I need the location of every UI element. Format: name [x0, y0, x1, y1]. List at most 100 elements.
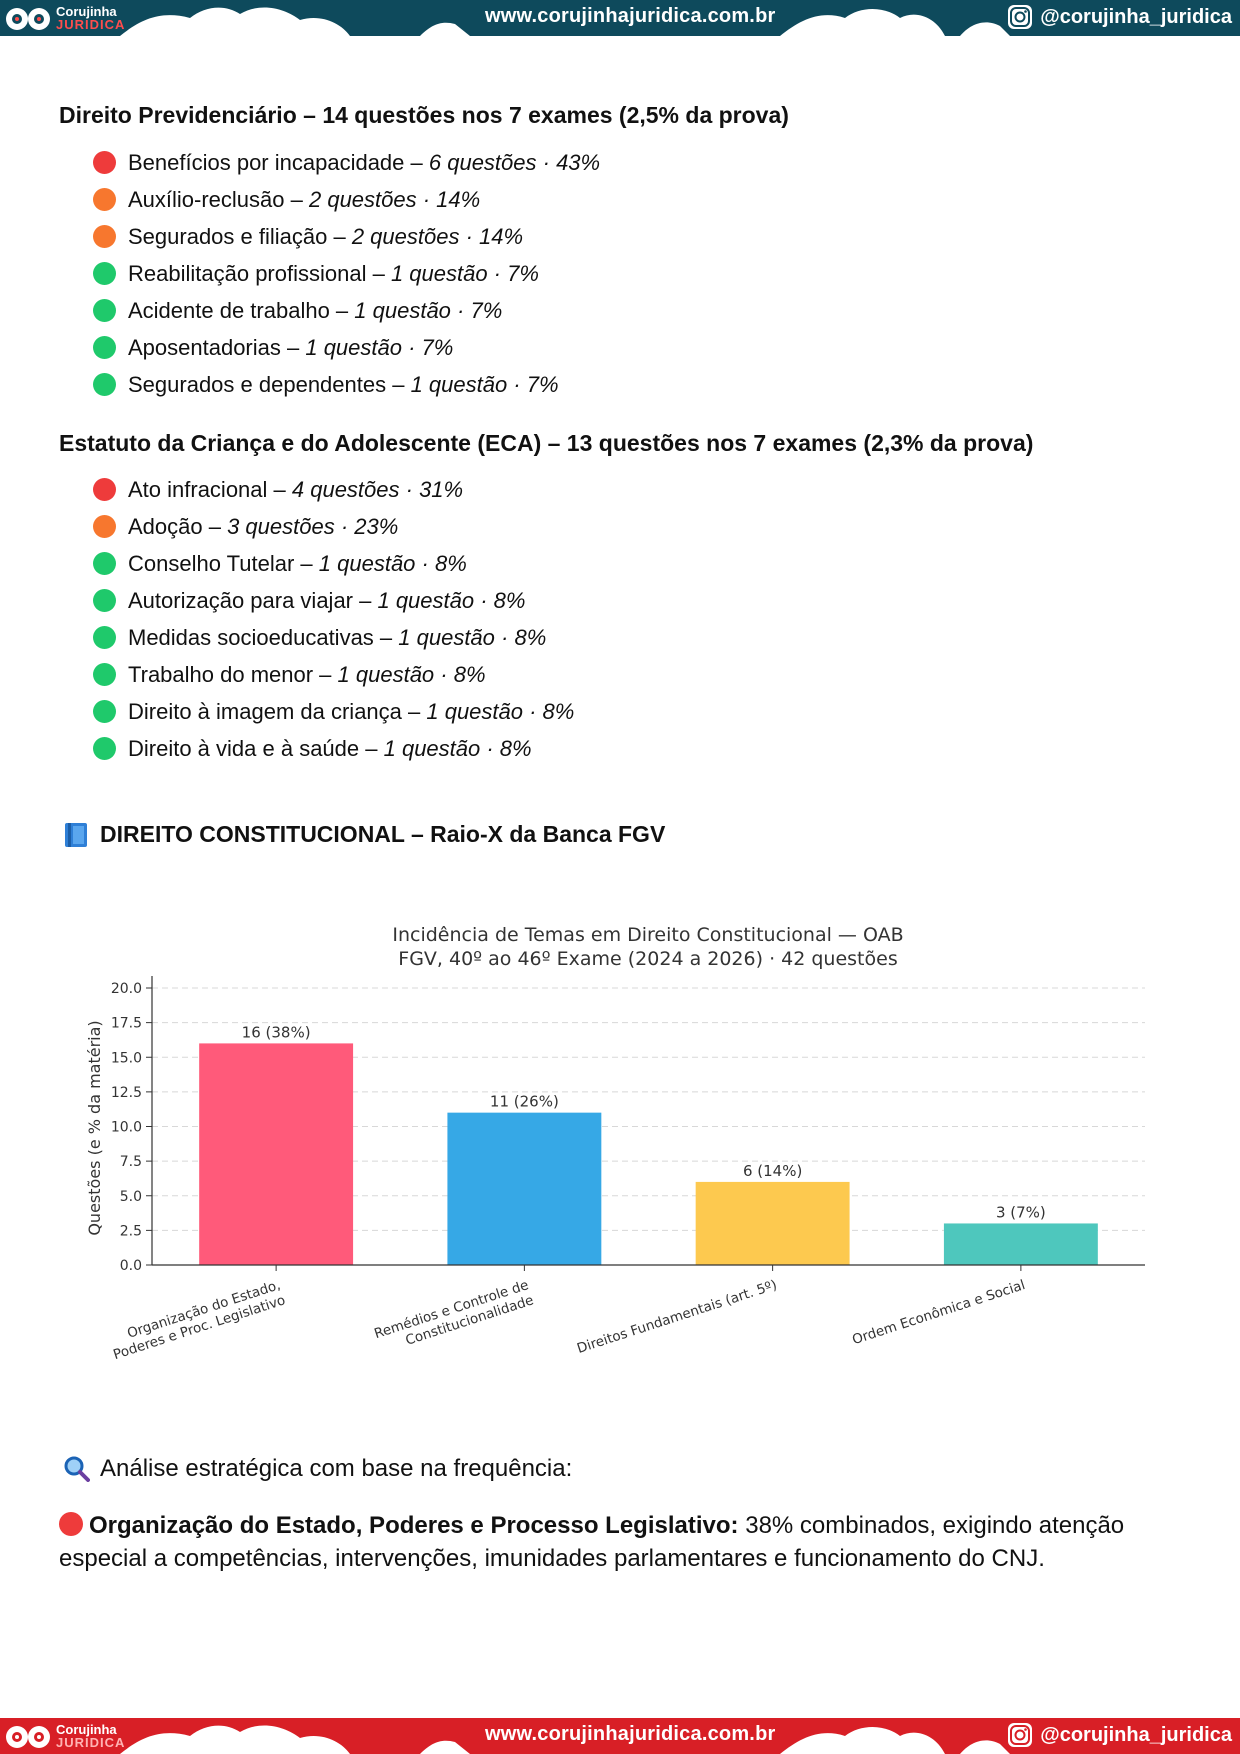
- red-priority-dot-icon: [93, 478, 116, 501]
- bar-data-label: 16 (38%): [242, 1023, 311, 1041]
- topic-name: Ato infracional –: [128, 476, 292, 502]
- y-tick-label: 0.0: [120, 1258, 142, 1274]
- topic-name: Direito à imagem da criança –: [128, 698, 427, 724]
- chart-subtitle: FGV, 40º ao 46º Exame (2024 a 2026) · 42…: [398, 948, 897, 970]
- topic-count: 1 questão · 8%: [337, 661, 486, 687]
- topic-count: 1 questão · 7%: [354, 297, 503, 323]
- analysis-text: 38% combinados, exigindo atenção especia…: [59, 1512, 1125, 1572]
- topic-count: 6 questões · 43%: [428, 149, 601, 175]
- blue-book-icon: [64, 822, 88, 848]
- topic-count: 1 questão · 8%: [398, 624, 547, 650]
- topic-count: 1 questão · 7%: [305, 334, 454, 360]
- topic-name: Acidente de trabalho –: [128, 297, 355, 323]
- orange-priority-dot-icon: [93, 515, 116, 538]
- topic-name: Autorização para viajar –: [128, 587, 378, 613]
- topic-count: 1 questão · 7%: [390, 260, 539, 286]
- topic-item: Ato infracional – 4 questões · 31%: [93, 471, 574, 508]
- topic-count: 1 questão · 7%: [410, 371, 559, 397]
- footer-instagram-handle: @corujinha_juridica: [1040, 1723, 1232, 1746]
- x-tick-label: Organização do Estado,Poderes e Proc. Le…: [111, 1277, 287, 1363]
- topic-item: Conselho Tutelar – 1 questão · 8%: [93, 545, 574, 582]
- eca-topic-list: Ato infracional – 4 questões · 31% Adoção…: [93, 471, 574, 767]
- bar: [199, 1043, 354, 1265]
- topic-name: Segurados e filiação –: [128, 223, 352, 249]
- brand-name: Corujinha: [56, 4, 117, 19]
- bar: [447, 1112, 602, 1265]
- green-priority-dot-icon: [93, 626, 116, 649]
- topic-name: Benefícios por incapacidade –: [128, 149, 429, 175]
- green-priority-dot-icon: [93, 336, 116, 359]
- footer-band: Corujinha JURIDICA www.corujinhajuridica…: [0, 1718, 1240, 1754]
- x-tick-label-line: Ordem Econômica e Social: [850, 1277, 1027, 1348]
- footer-site-url-link[interactable]: www.corujinhajuridica.com.br: [485, 1723, 776, 1745]
- footer-instagram-link[interactable]: @corujinha_juridica: [1007, 1722, 1232, 1748]
- brand-sub: JURIDICA: [56, 17, 126, 32]
- previdenciario-topic-list: Benefícios por incapacidade – 6 questões…: [93, 144, 600, 403]
- topic-item: Benefícios por incapacidade – 6 questões…: [93, 144, 600, 181]
- chart-ylabel: Questões (e % da matéria): [85, 1020, 104, 1235]
- green-priority-dot-icon: [93, 589, 116, 612]
- site-url-link[interactable]: www.corujinhajuridica.com.br: [485, 5, 776, 27]
- red-circle-icon: [59, 1512, 83, 1536]
- x-tick-label: Remédios e Controle deConstitucionalidad…: [372, 1277, 535, 1349]
- topic-item: Reabilitação profissional – 1 questão · …: [93, 255, 600, 292]
- instagram-handle: @corujinha_juridica: [1040, 5, 1232, 28]
- constitucional-bar-chart: Incidência de Temas em Direito Constituc…: [85, 924, 1145, 1363]
- owl-logo-icon: [4, 1721, 54, 1751]
- orange-priority-dot-icon: [93, 225, 116, 248]
- topic-count: 2 questões · 14%: [351, 223, 524, 249]
- topic-count: 2 questões · 14%: [308, 186, 481, 212]
- instagram-link[interactable]: @corujinha_juridica: [1007, 4, 1232, 30]
- topic-count: 1 questão · 8%: [377, 587, 526, 613]
- topic-item: Acidente de trabalho – 1 questão · 7%: [93, 292, 600, 329]
- topic-item: Auxílio-reclusão – 2 questões · 14%: [93, 181, 600, 218]
- footer-brand-sub: JURIDICA: [56, 1735, 126, 1750]
- bar: [943, 1223, 1098, 1265]
- topic-item: Autorização para viajar – 1 questão · 8%: [93, 582, 574, 619]
- x-tick-label: Direitos Fundamentais (art. 5º): [575, 1277, 779, 1357]
- y-tick-label: 7.5: [120, 1154, 142, 1170]
- green-priority-dot-icon: [93, 373, 116, 396]
- magnifier-icon: [64, 1456, 90, 1482]
- chart-title: Incidência de Temas em Direito Constituc…: [392, 924, 903, 946]
- topic-item: Direito à imagem da criança – 1 questão …: [93, 693, 574, 730]
- topic-name: Trabalho do menor –: [128, 661, 338, 687]
- green-priority-dot-icon: [93, 700, 116, 723]
- green-priority-dot-icon: [93, 262, 116, 285]
- topic-name: Conselho Tutelar –: [128, 550, 319, 576]
- bar-data-label: 6 (14%): [743, 1162, 802, 1180]
- analysis-heading-text: Análise estratégica com base na frequênc…: [100, 1455, 573, 1482]
- y-tick-label: 17.5: [111, 1016, 142, 1032]
- topic-item: Segurados e filiação – 2 questões · 14%: [93, 218, 600, 255]
- y-tick-label: 10.0: [111, 1120, 142, 1136]
- y-tick-label: 20.0: [111, 981, 142, 997]
- red-priority-dot-icon: [93, 151, 116, 174]
- green-priority-dot-icon: [93, 737, 116, 760]
- green-priority-dot-icon: [93, 299, 116, 322]
- topic-name: Direito à vida e à saúde –: [128, 735, 384, 761]
- topic-count: 1 questão · 8%: [383, 735, 532, 761]
- topic-item: Medidas socioeducativas – 1 questão · 8%: [93, 619, 574, 656]
- orange-priority-dot-icon: [93, 188, 116, 211]
- eca-title: Estatuto da Criança e do Adolescente (EC…: [59, 430, 1034, 456]
- footer-brand-name: Corujinha: [56, 1722, 117, 1737]
- topic-count: 1 questão · 8%: [318, 550, 467, 576]
- green-priority-dot-icon: [93, 552, 116, 575]
- analysis-highlight-paragraph: Organização do Estado, Poderes e Process…: [59, 1509, 1189, 1575]
- topic-name: Auxílio-reclusão –: [128, 186, 309, 212]
- topic-name: Aposentadorias –: [128, 334, 306, 360]
- footer-cloud-decoration: [120, 1725, 1010, 1754]
- x-tick-label-line: Direitos Fundamentais (art. 5º): [575, 1277, 779, 1357]
- bar-data-label: 11 (26%): [490, 1093, 559, 1111]
- y-tick-label: 15.0: [111, 1050, 142, 1066]
- topic-item: Segurados e dependentes – 1 questão · 7%: [93, 366, 600, 403]
- constitucional-title: DIREITO CONSTITUCIONAL – Raio-X da Banca…: [100, 821, 666, 847]
- topic-name: Reabilitação profissional –: [128, 260, 391, 286]
- analysis-bold-label: Organização do Estado, Poderes e Process…: [89, 1512, 739, 1539]
- instagram-icon: [1008, 5, 1033, 29]
- topic-item: Aposentadorias – 1 questão · 7%: [93, 329, 600, 366]
- instagram-icon: [1008, 1723, 1033, 1747]
- topic-name: Medidas socioeducativas –: [128, 624, 399, 650]
- topic-name: Adoção –: [128, 513, 228, 539]
- analysis-heading: Análise estratégica com base na frequênc…: [64, 1455, 572, 1483]
